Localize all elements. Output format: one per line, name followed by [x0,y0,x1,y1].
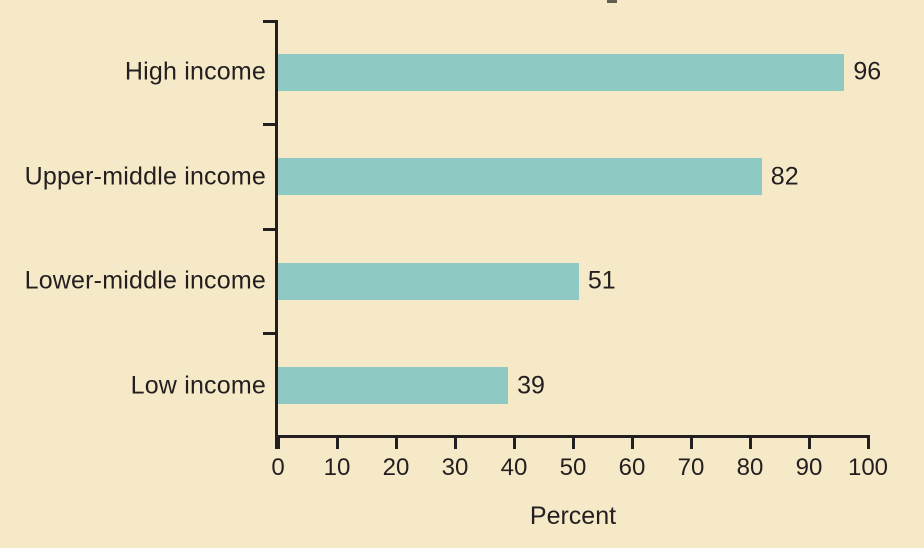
category-label: Lower-middle income [24,266,266,295]
x-axis-tick [866,435,870,449]
x-axis-tick [276,435,280,449]
y-axis-tick [263,227,278,231]
x-tick-label: 60 [618,454,646,481]
plot-area: 96 82 51 39 [263,20,881,449]
x-tick-label: 90 [795,454,823,481]
x-tick-label: 0 [271,454,285,481]
category-label: Upper-middle income [24,162,266,191]
x-axis-tick [748,435,752,449]
x-tick-label: 80 [736,454,764,481]
cropped-title-artifact [607,0,617,3]
x-axis-tick [807,435,811,449]
x-tick-label: 50 [559,454,587,481]
bar-low-income [278,367,509,405]
x-axis-tick [394,435,398,449]
bar-value-label: 96 [853,57,882,86]
category-label: High income [124,57,266,86]
bar-value-label: 82 [770,162,799,191]
x-axis-tick [630,435,634,449]
y-axis-tick [263,20,278,23]
x-axis-tick [335,435,339,449]
bar-value-label: 39 [517,371,545,400]
x-axis-tick [453,435,457,449]
x-tick-label: 20 [382,454,410,481]
bar-value-label: 51 [587,266,616,295]
x-tick-label: 40 [500,454,528,481]
x-tick-label: 10 [323,454,351,481]
y-axis-tick [263,123,278,126]
y-axis-tick [263,332,278,335]
x-tick-label: 70 [677,454,705,481]
x-tick-label: 100 [847,454,889,481]
category-label: Low income [130,371,266,400]
x-axis-tick [571,435,575,449]
x-tick-label: 30 [441,454,469,481]
y-axis-line [275,20,278,449]
bar-upper-middle-income [278,158,762,196]
x-axis-title: Percent [529,502,617,530]
x-axis-tick [689,435,693,449]
x-axis-tick [512,435,516,449]
bar-lower-middle-income [278,262,579,300]
bar-high-income [278,53,845,91]
